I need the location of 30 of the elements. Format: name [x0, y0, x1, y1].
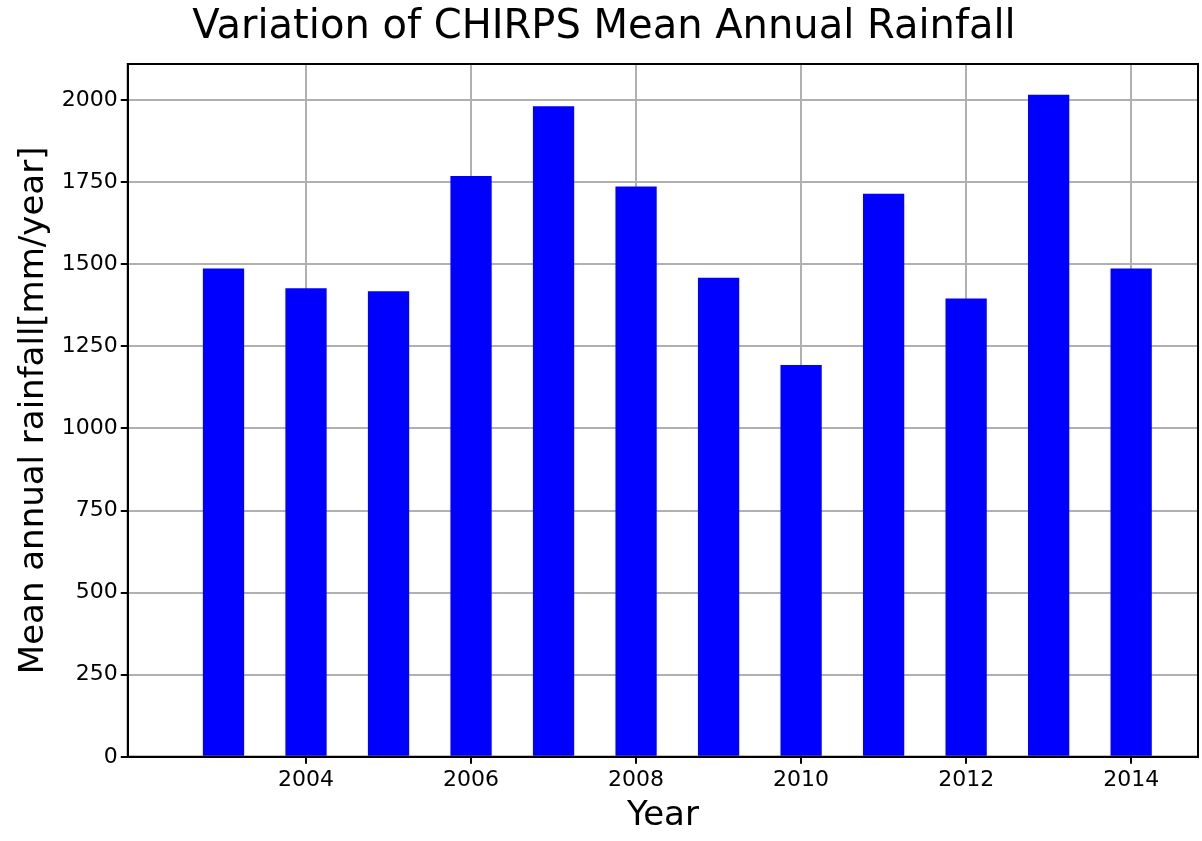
- bar: [615, 186, 657, 756]
- y-tick-label: 500: [75, 578, 118, 604]
- bar: [945, 298, 987, 756]
- y-tick-label: 1500: [61, 250, 118, 276]
- x-tick-label: 2004: [278, 765, 335, 791]
- y-tick-label: 0: [103, 742, 118, 768]
- bar: [697, 277, 740, 756]
- chart-title: Variation of CHIRPS Mean Annual Rainfall: [192, 1, 1016, 48]
- bar: [285, 288, 327, 756]
- x-tick-label: 2012: [938, 765, 995, 791]
- bar: [202, 268, 245, 756]
- bar: [780, 365, 822, 756]
- x-axis-title: Year: [625, 793, 699, 834]
- bar: [532, 106, 575, 756]
- y-tick-label: 1250: [61, 332, 118, 358]
- bar: [367, 291, 410, 756]
- y-tick-label: 1750: [61, 167, 118, 193]
- y-tick-label: 250: [75, 660, 118, 686]
- x-tick-label: 2010: [773, 765, 830, 791]
- x-tick-label: 2006: [443, 765, 500, 791]
- bar: [450, 175, 492, 756]
- y-axis-title: Mean annual rainfall[mm/year]: [11, 146, 52, 675]
- bar: [862, 193, 905, 756]
- y-tick-label: 750: [75, 496, 118, 522]
- x-tick-label: 2014: [1103, 765, 1160, 791]
- bar: [1110, 268, 1152, 756]
- y-tick-label: 2000: [61, 85, 118, 111]
- y-tick-label: 1000: [61, 414, 118, 440]
- x-tick-label: 2008: [608, 765, 665, 791]
- bar: [1028, 94, 1070, 756]
